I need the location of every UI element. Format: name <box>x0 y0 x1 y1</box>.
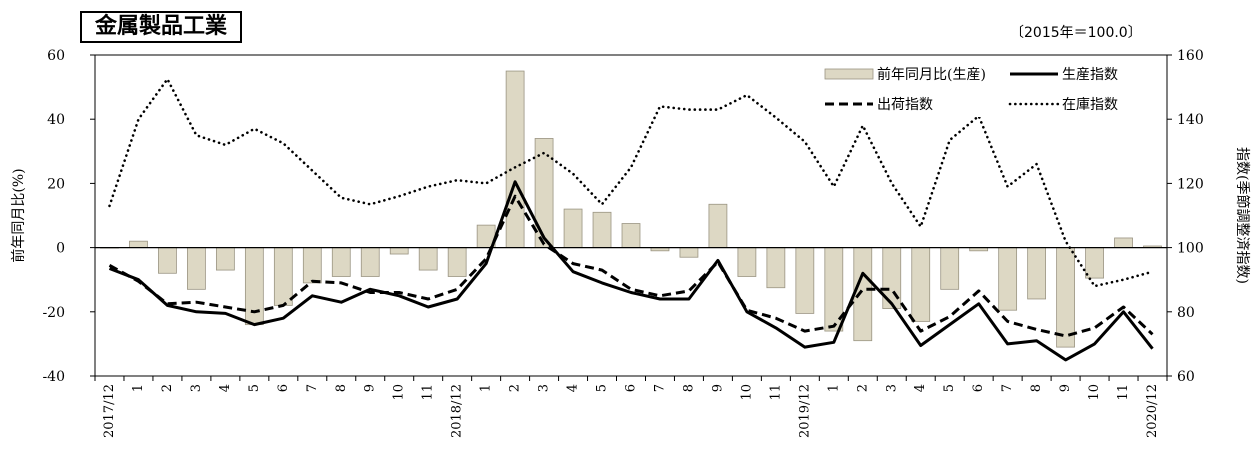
x-tick-label-32: 8 <box>1029 384 1044 392</box>
bar-1 <box>129 240 148 248</box>
bar-3 <box>187 247 206 290</box>
x-tick-label-34: 10 <box>1087 384 1102 401</box>
x-tick-label-18: 6 <box>624 384 639 392</box>
y-right-tick-label-2: 100 <box>1177 241 1204 257</box>
plot-frame <box>94 54 1168 377</box>
y-right-tick-label-1: 80 <box>1177 305 1195 321</box>
y-right-tick-label-4: 140 <box>1177 112 1204 128</box>
x-tick-label-5: 5 <box>247 384 262 392</box>
base-year-note: 〔2015年＝100.0〕 <box>1010 25 1142 41</box>
x-tick-label-27: 3 <box>884 384 899 392</box>
x-tick-label-17: 5 <box>595 384 610 392</box>
y-left-tick-label-2: 0 <box>56 241 65 257</box>
x-tick-label-22: 10 <box>739 384 754 401</box>
x-tick-label-12: 2018/12 <box>450 384 465 438</box>
x-tick-label-23: 11 <box>768 384 783 401</box>
bar-8 <box>331 247 351 277</box>
bar-22 <box>737 247 757 277</box>
y-axis-left-label: 前年同月比(%) <box>10 168 27 262</box>
bar-6 <box>273 247 293 306</box>
line-series-group <box>108 77 1154 362</box>
bar-7 <box>302 247 322 284</box>
bar-18 <box>621 223 641 248</box>
bar-35 <box>1114 237 1133 249</box>
bar-27 <box>882 247 902 309</box>
x-tick-label-31: 7 <box>1000 384 1015 392</box>
line-series-2 <box>108 77 1154 288</box>
bar-24 <box>795 247 815 314</box>
y-right-tick-label-3: 120 <box>1177 176 1204 192</box>
bar-12 <box>447 247 467 277</box>
line-series-0 <box>108 180 1154 362</box>
bar-28 <box>911 247 931 322</box>
bar-17 <box>592 211 612 248</box>
x-tick-label-13: 1 <box>479 384 494 392</box>
bar-11 <box>418 247 438 271</box>
x-tick-label-20: 8 <box>681 384 696 392</box>
x-tick-label-11: 11 <box>421 384 436 401</box>
chart-title: 金属製品工業 <box>80 11 242 43</box>
y-axis-right-label: 指数(季節調整済指数) <box>1234 147 1251 284</box>
bar-34 <box>1085 247 1104 279</box>
bar-33 <box>1056 247 1075 348</box>
bar-10 <box>389 247 409 255</box>
x-tick-label-19: 7 <box>652 384 667 392</box>
bar-4 <box>215 247 235 271</box>
y-right-tick-label-5: 160 <box>1177 48 1204 64</box>
x-tick-label-30: 6 <box>971 384 986 392</box>
x-tick-label-24: 2019/12 <box>797 384 812 438</box>
x-tick-label-36: 2020/12 <box>1145 384 1160 438</box>
bar-14 <box>505 70 525 249</box>
x-tick-label-21: 9 <box>710 384 725 392</box>
x-tick-label-2: 2 <box>160 384 175 392</box>
bar-9 <box>360 247 380 277</box>
bar-16 <box>563 208 583 249</box>
x-tick-label-14: 2 <box>508 384 523 392</box>
legend-swatch-0 <box>824 68 874 80</box>
bar-32 <box>1027 247 1047 300</box>
x-tick-label-25: 1 <box>826 384 841 392</box>
x-tick-label-10: 10 <box>392 384 407 401</box>
x-tick-label-29: 5 <box>942 384 957 392</box>
y-left-tick-label-5: 60 <box>47 48 65 64</box>
bar-20 <box>679 247 699 258</box>
x-tick-label-35: 11 <box>1116 384 1131 401</box>
bar-29 <box>940 247 960 290</box>
bar-2 <box>158 247 177 274</box>
x-tick-label-4: 4 <box>218 384 233 392</box>
bar-23 <box>766 247 786 289</box>
y-left-tick-label-4: 40 <box>47 112 65 128</box>
legend-label-3: 在庫指数 <box>1062 96 1118 113</box>
axes-group: -40 -20 0 20 40 60 60 80 100 120 140 160 2017/12 1 2 3 4… <box>42 48 1203 438</box>
x-tick-label-7: 7 <box>305 384 320 392</box>
legend-label-1: 生産指数 <box>1062 67 1118 83</box>
y-left-tick-label-0: -40 <box>42 369 65 385</box>
x-tick-label-15: 3 <box>537 384 552 392</box>
y-left-tick-label-3: 20 <box>47 176 65 192</box>
x-tick-label-8: 8 <box>334 384 349 392</box>
x-tick-label-1: 1 <box>131 384 146 392</box>
y-left-tick-label-1: -20 <box>42 305 65 321</box>
bar-series-group <box>100 70 1162 348</box>
x-tick-label-0: 2017/12 <box>102 384 117 438</box>
y-right-tick-label-0: 60 <box>1177 369 1195 385</box>
x-tick-label-28: 4 <box>913 384 928 392</box>
x-tick-label-3: 3 <box>189 384 204 392</box>
legend-label-2: 出荷指数 <box>877 97 933 113</box>
x-tick-label-6: 6 <box>276 384 291 392</box>
line-series-1 <box>108 194 1154 338</box>
x-tick-label-9: 9 <box>363 384 378 392</box>
x-tick-label-26: 2 <box>855 384 870 392</box>
bar-26 <box>853 247 873 342</box>
x-tick-label-16: 4 <box>566 384 581 392</box>
legend-label-0: 前年同月比(生産) <box>877 66 986 83</box>
x-tick-label-33: 9 <box>1058 384 1073 392</box>
bar-31 <box>998 247 1018 311</box>
bar-21 <box>708 203 728 248</box>
